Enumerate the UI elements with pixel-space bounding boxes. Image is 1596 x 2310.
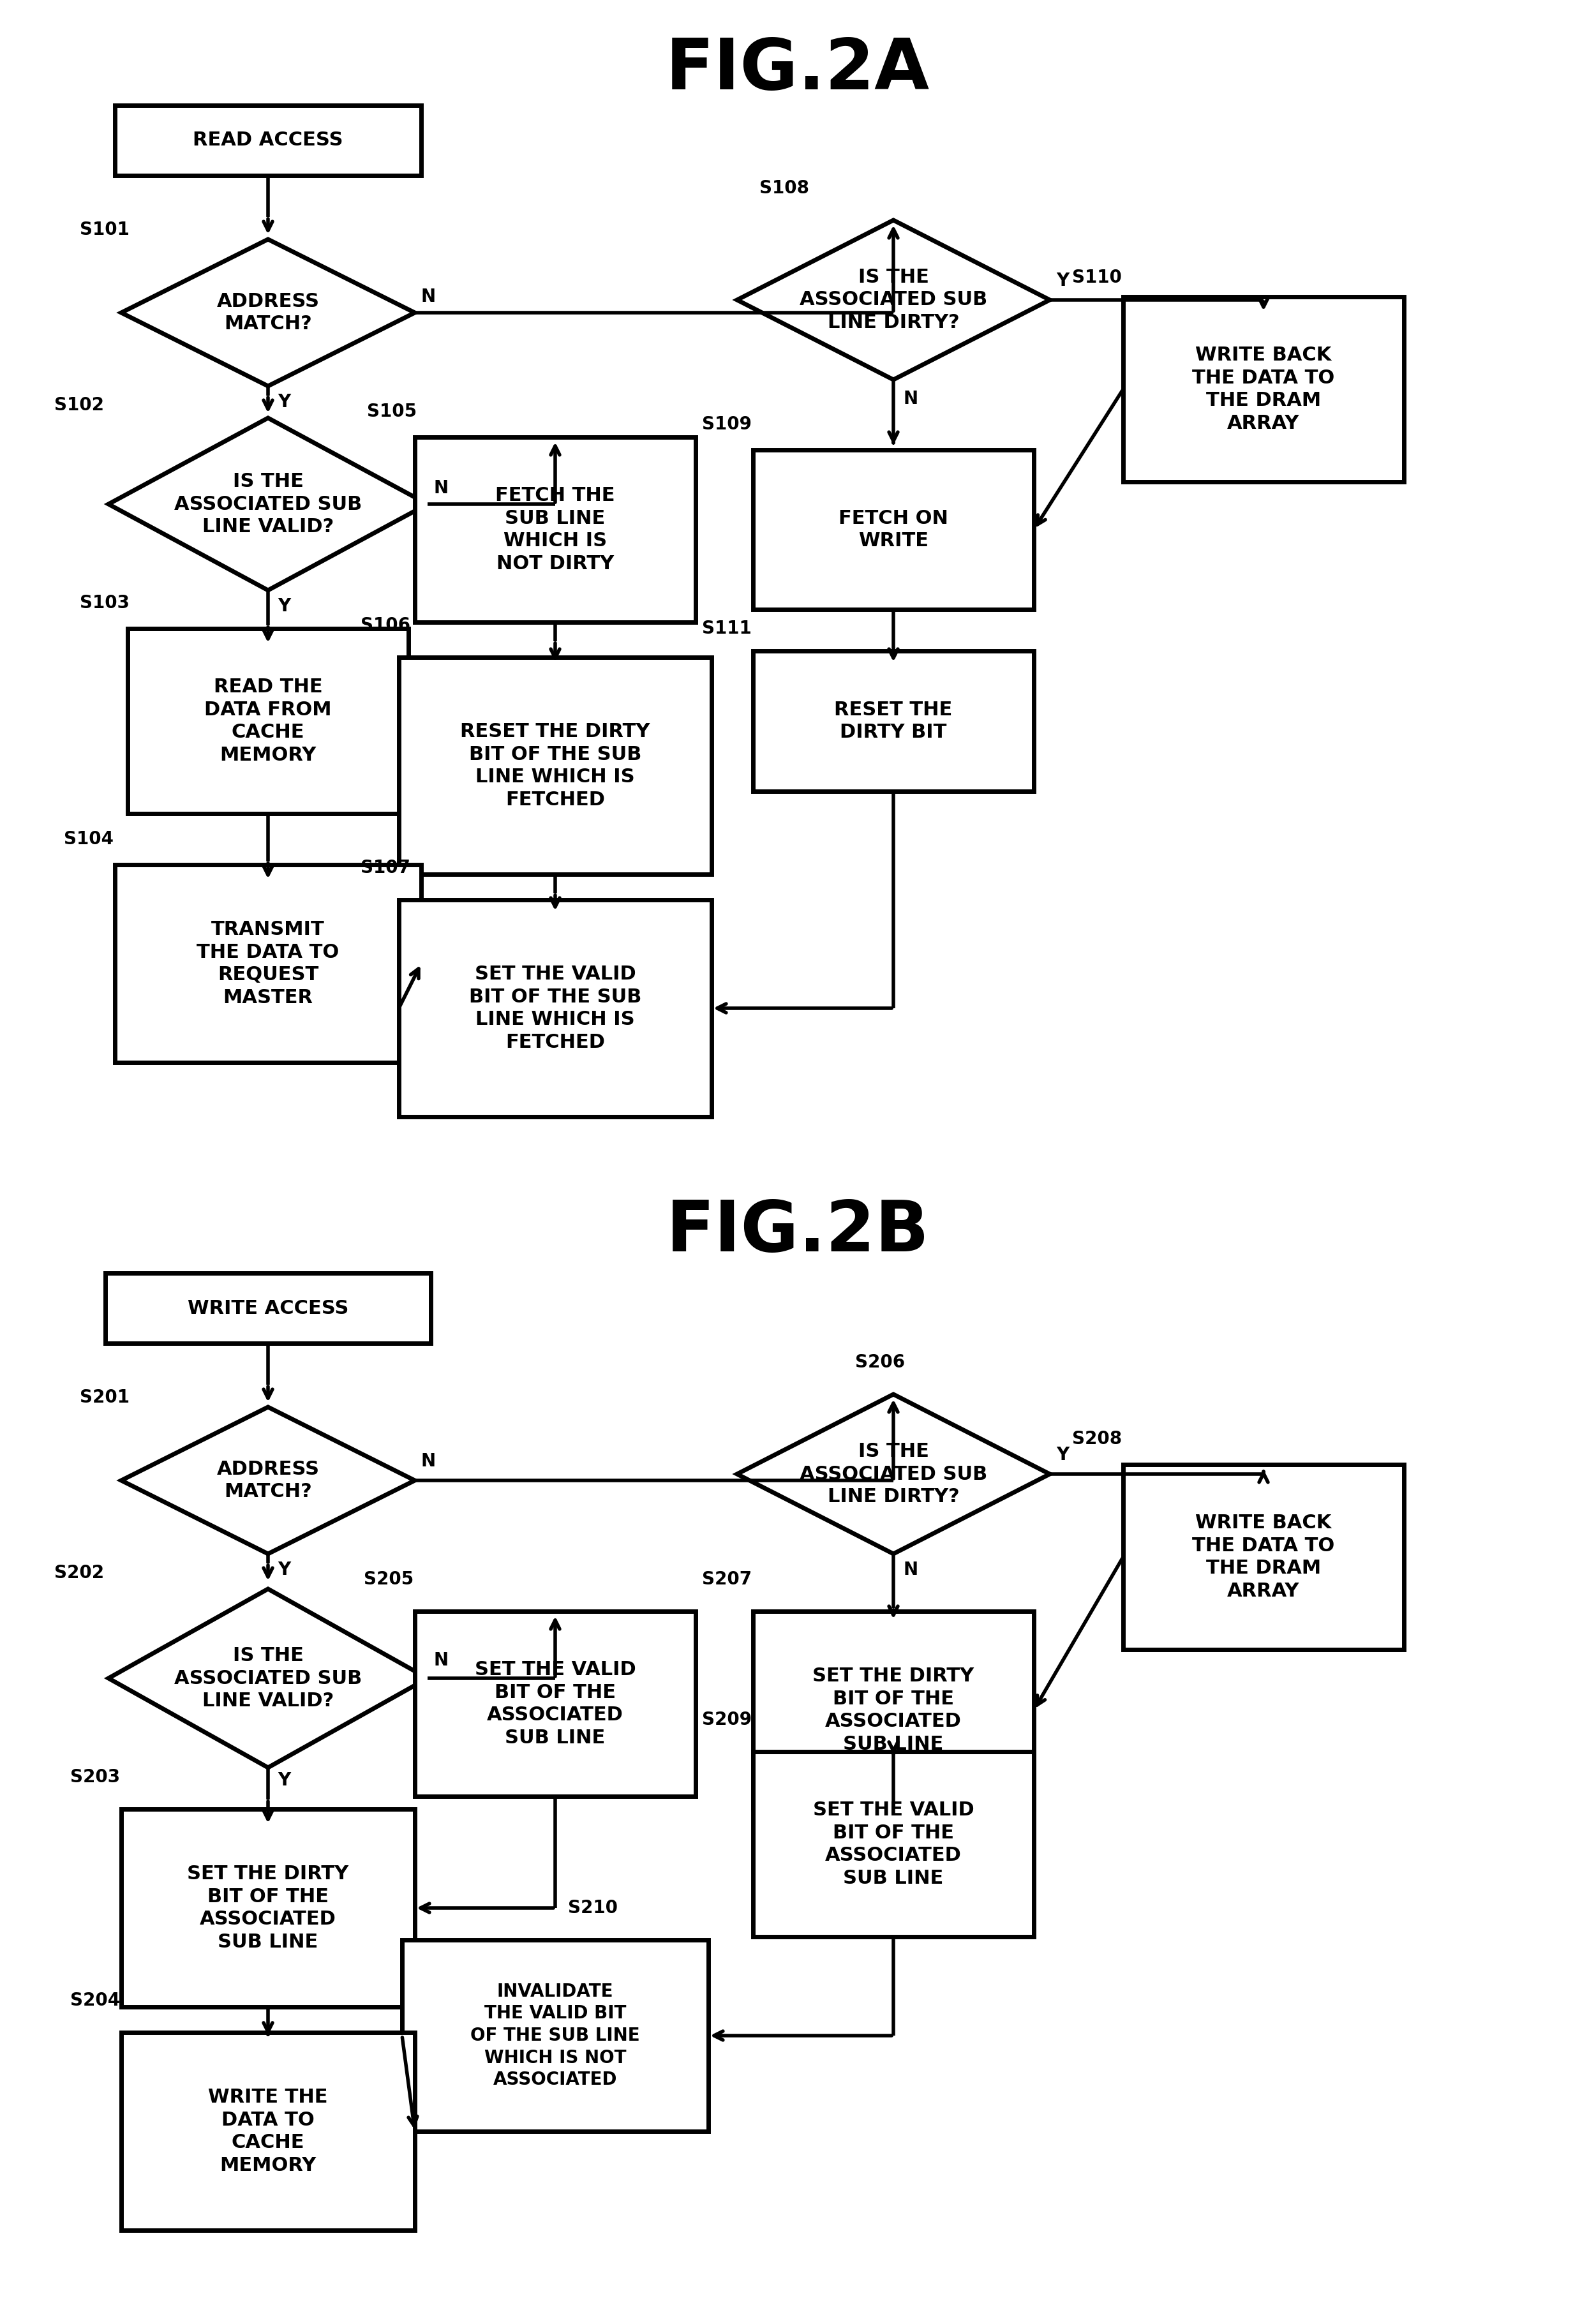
Bar [105, 1273, 431, 1342]
Text: S103: S103 [80, 594, 129, 612]
Text: READ ACCESS: READ ACCESS [193, 132, 343, 150]
Text: N: N [434, 1652, 448, 1670]
Bar [415, 437, 696, 621]
Text: N: N [434, 478, 448, 497]
Text: ADDRESS
MATCH?: ADDRESS MATCH? [217, 291, 319, 333]
Text: S105: S105 [367, 402, 417, 420]
Bar [121, 2033, 415, 2229]
Text: WRITE THE
DATA TO
CACHE
MEMORY: WRITE THE DATA TO CACHE MEMORY [207, 2088, 327, 2176]
Text: S201: S201 [80, 1388, 129, 1407]
Text: S111: S111 [702, 619, 752, 638]
Polygon shape [737, 219, 1050, 379]
Bar [115, 864, 421, 1063]
Text: FETCH THE
SUB LINE
WHICH IS
NOT DIRTY: FETCH THE SUB LINE WHICH IS NOT DIRTY [495, 485, 614, 573]
Text: Y: Y [278, 598, 290, 614]
Text: RESET THE
DIRTY BIT: RESET THE DIRTY BIT [835, 700, 953, 742]
Bar [402, 1940, 709, 2132]
Bar [753, 1751, 1034, 1936]
Text: FIG.2B: FIG.2B [666, 1197, 929, 1266]
Text: S202: S202 [54, 1564, 104, 1582]
Text: S210: S210 [568, 1899, 618, 1917]
Text: N: N [903, 390, 918, 409]
Text: SET THE DIRTY
BIT OF THE
ASSOCIATED
SUB LINE: SET THE DIRTY BIT OF THE ASSOCIATED SUB … [812, 1666, 974, 1753]
Text: N: N [903, 1562, 918, 1578]
Text: S104: S104 [64, 829, 113, 848]
Text: Y: Y [278, 393, 290, 411]
Text: S108: S108 [760, 180, 809, 196]
Bar [753, 1612, 1034, 1809]
Text: IS THE
ASSOCIATED SUB
LINE DIRTY?: IS THE ASSOCIATED SUB LINE DIRTY? [800, 1441, 988, 1506]
Text: WRITE BACK
THE DATA TO
THE DRAM
ARRAY: WRITE BACK THE DATA TO THE DRAM ARRAY [1192, 346, 1334, 432]
Polygon shape [109, 418, 428, 591]
Text: S107: S107 [361, 859, 410, 878]
Bar [1124, 1465, 1404, 1649]
Bar [753, 651, 1034, 792]
Text: S102: S102 [54, 397, 104, 413]
Text: IS THE
ASSOCIATED SUB
LINE DIRTY?: IS THE ASSOCIATED SUB LINE DIRTY? [800, 268, 988, 333]
Bar [121, 1809, 415, 2007]
Text: N: N [421, 289, 436, 305]
Polygon shape [737, 1395, 1050, 1555]
Text: S109: S109 [702, 416, 752, 434]
Bar [753, 450, 1034, 610]
Polygon shape [121, 240, 415, 386]
Bar [399, 901, 712, 1116]
Text: S208: S208 [1073, 1430, 1122, 1448]
Text: Y: Y [1057, 273, 1069, 289]
Bar [128, 628, 409, 813]
Bar [115, 106, 421, 176]
Text: S209: S209 [702, 1712, 752, 1728]
Text: S206: S206 [855, 1354, 905, 1372]
Text: INVALIDATE
THE VALID BIT
OF THE SUB LINE
WHICH IS NOT
ASSOCIATED: INVALIDATE THE VALID BIT OF THE SUB LINE… [471, 1982, 640, 2088]
Text: S205: S205 [364, 1571, 413, 1589]
Text: WRITE BACK
THE DATA TO
THE DRAM
ARRAY: WRITE BACK THE DATA TO THE DRAM ARRAY [1192, 1513, 1334, 1601]
Text: IS THE
ASSOCIATED SUB
LINE VALID?: IS THE ASSOCIATED SUB LINE VALID? [174, 471, 362, 536]
Text: ADDRESS
MATCH?: ADDRESS MATCH? [217, 1460, 319, 1502]
Text: Y: Y [278, 1562, 290, 1578]
Text: S203: S203 [70, 1767, 120, 1786]
Text: READ THE
DATA FROM
CACHE
MEMORY: READ THE DATA FROM CACHE MEMORY [204, 677, 332, 765]
Bar [399, 658, 712, 873]
Text: SET THE VALID
BIT OF THE SUB
LINE WHICH IS
FETCHED: SET THE VALID BIT OF THE SUB LINE WHICH … [469, 966, 642, 1051]
Text: SET THE VALID
BIT OF THE
ASSOCIATED
SUB LINE: SET THE VALID BIT OF THE ASSOCIATED SUB … [474, 1661, 635, 1746]
Polygon shape [121, 1407, 415, 1555]
Text: S110: S110 [1073, 268, 1122, 286]
Text: RESET THE DIRTY
BIT OF THE SUB
LINE WHICH IS
FETCHED: RESET THE DIRTY BIT OF THE SUB LINE WHIC… [460, 723, 650, 808]
Text: WRITE ACCESS: WRITE ACCESS [187, 1298, 348, 1317]
Text: SET THE DIRTY
BIT OF THE
ASSOCIATED
SUB LINE: SET THE DIRTY BIT OF THE ASSOCIATED SUB … [187, 1864, 350, 1952]
Text: S101: S101 [80, 222, 129, 238]
Text: S207: S207 [702, 1571, 752, 1589]
Text: TRANSMIT
THE DATA TO
REQUEST
MASTER: TRANSMIT THE DATA TO REQUEST MASTER [196, 919, 340, 1007]
Text: S204: S204 [70, 1991, 120, 2010]
Polygon shape [109, 1589, 428, 1767]
Bar [415, 1612, 696, 1797]
Text: Y: Y [278, 1772, 290, 1790]
Text: FIG.2A: FIG.2A [666, 37, 930, 104]
Bar [1124, 296, 1404, 483]
Text: FETCH ON
WRITE: FETCH ON WRITE [838, 508, 948, 550]
Text: Y: Y [1057, 1446, 1069, 1465]
Text: N: N [421, 1453, 436, 1469]
Text: SET THE VALID
BIT OF THE
ASSOCIATED
SUB LINE: SET THE VALID BIT OF THE ASSOCIATED SUB … [812, 1799, 974, 1887]
Text: S106: S106 [361, 617, 410, 635]
Text: IS THE
ASSOCIATED SUB
LINE VALID?: IS THE ASSOCIATED SUB LINE VALID? [174, 1647, 362, 1709]
